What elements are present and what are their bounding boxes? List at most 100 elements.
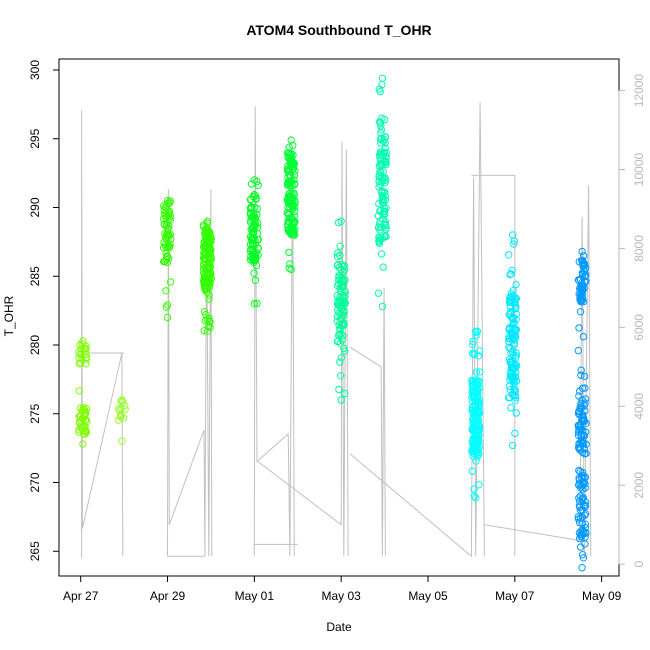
data-point [250,217,259,226]
data-point [510,383,518,391]
data-point [164,211,172,220]
data-point [118,396,126,404]
y2-tick-label: 6000 [632,314,646,341]
data-point [81,346,90,354]
data-point [469,340,477,349]
y2-tick-label: 8000 [632,235,646,262]
data-point [575,408,583,416]
data-point [285,218,294,227]
data-point [576,424,584,432]
data-point [376,217,385,225]
chart-title: ATOM4 Southbound T_OHR [246,22,431,38]
data-point [510,391,518,400]
data-point [581,272,589,281]
data-point [505,393,514,402]
data-point [160,202,168,210]
flight-series [374,74,390,311]
data-point [511,354,520,362]
data-point [578,396,586,404]
data-point [251,222,259,230]
data-point [252,195,260,203]
data-point [75,359,84,368]
data-point [381,144,389,152]
data-point [250,269,258,277]
data-point [249,248,257,256]
data-point [79,440,87,448]
data-point [199,269,208,277]
x-axis: Apr 27 Apr 29 May 01 May 03 May 05 May 07 May … [63,575,622,603]
data-point [577,438,586,446]
data-point [289,226,298,234]
x-axis-label: Date [326,620,352,634]
data-point [577,366,585,374]
data-point [507,361,516,369]
data-point [337,372,345,380]
data-point [476,368,484,376]
data-point [375,199,383,208]
data-point [337,329,345,338]
data-point [200,327,208,335]
data-point [576,514,585,522]
data-point [160,206,169,215]
data-point [469,423,477,432]
data-point [375,239,384,248]
altitude-trace [484,185,592,557]
data-point [166,278,175,286]
data-point [77,359,85,367]
data-point [165,215,173,223]
data-point [287,136,295,144]
data-point [512,409,520,417]
y2-tick-label: 10000 [632,152,646,186]
data-point [469,349,477,358]
data-point [576,543,585,551]
data-point [118,437,126,445]
data-point [291,207,299,216]
data-point [336,298,345,307]
data-point [469,337,477,346]
data-point [199,254,208,262]
data-point [205,291,213,299]
data-point [578,247,586,256]
data-point [161,203,170,211]
data-point [475,450,483,459]
data-point [246,218,255,226]
data-point [377,174,385,182]
data-point [575,324,583,332]
data-point [251,276,260,284]
data-point [582,528,590,537]
data-point [473,453,481,461]
data-point [379,208,388,216]
data-point [77,350,85,358]
data-point [202,311,210,319]
data-point [285,214,293,222]
data-point [204,235,212,243]
y2-tick-label: 4000 [632,393,646,420]
data-point [576,518,584,527]
data-point [381,188,389,196]
altitude-trace [349,287,386,557]
data-point [335,309,343,317]
data-point [121,405,129,413]
data-point [376,119,385,127]
y-tick-label: 270 [28,472,42,492]
data-point [581,384,589,392]
data-point [335,272,343,280]
data-point [335,385,343,394]
y-axis-label: T_OHR [2,295,16,336]
flight-series [574,247,590,572]
data-point [341,288,349,296]
flight-series [505,231,521,450]
data-point [376,87,384,96]
data-point [509,331,518,339]
data-point [75,354,83,362]
data-point [574,515,583,523]
data-point [578,564,586,572]
data-point [335,321,343,329]
y-axis: 265 270 275 280 285 290 295 300 [28,60,60,561]
data-point [250,176,259,184]
data-point [203,217,212,226]
data-point [578,551,587,559]
data-point [578,506,586,514]
data-point [334,337,342,345]
